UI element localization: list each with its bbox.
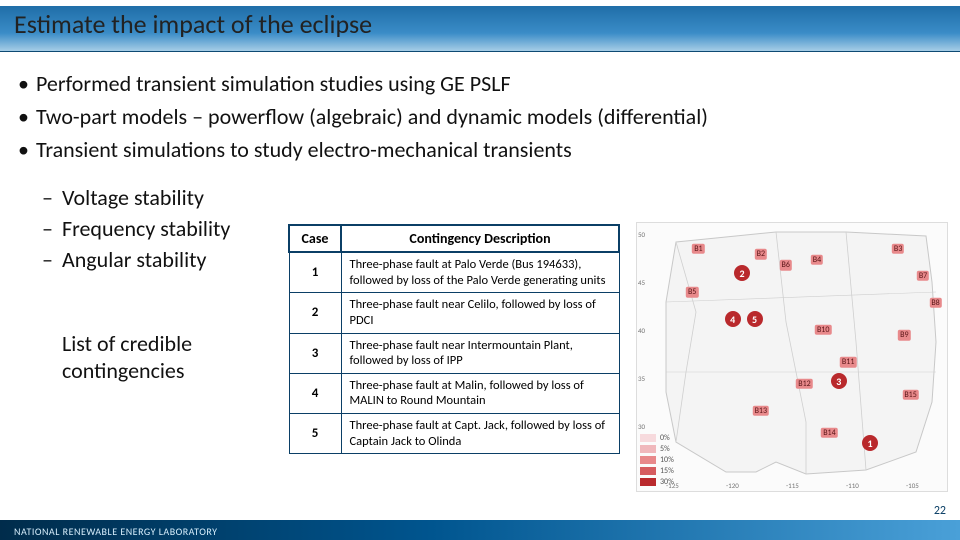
contingency-table: Case Contingency Description 1 Three-pha…	[288, 224, 620, 454]
case-cell: 5	[289, 414, 341, 454]
map-site-label: B3	[892, 244, 904, 254]
table-row: 3 Three-phase fault near Intermountain P…	[289, 333, 619, 373]
legend-label: 5%	[660, 444, 670, 454]
map-site-label: B2	[755, 249, 767, 259]
sub-bullet-list: Voltage stability Frequency stability An…	[42, 184, 230, 277]
map-marker: 3	[831, 373, 847, 389]
case-cell: 1	[289, 252, 341, 293]
footer-text: NATIONAL RENEWABLE ENERGY LABORATORY	[14, 525, 218, 538]
sub-bullet-item: Angular stability	[42, 246, 230, 273]
legend-swatch	[640, 467, 656, 475]
lat-axis-label: 50	[638, 230, 645, 239]
sub-bullet-item: Voltage stability	[42, 184, 230, 211]
bullet-item: Performed transient simulation studies u…	[18, 70, 942, 97]
table-row: 1 Three-phase fault at Palo Verde (Bus 1…	[289, 252, 619, 293]
lon-axis-label: -105	[906, 481, 919, 490]
lat-axis-label: 30	[638, 422, 645, 431]
lon-axis-label: -125	[666, 481, 679, 490]
sub-bullet-item: Frequency stability	[42, 215, 230, 242]
map-site-label: B10	[815, 325, 831, 335]
map-marker: 2	[734, 265, 750, 281]
map-site-label: B14	[821, 427, 837, 437]
legend-swatch	[640, 445, 656, 453]
desc-cell: Three-phase fault at Malin, followed by …	[341, 373, 619, 413]
table-row: 5 Three-phase fault at Capt. Jack, follo…	[289, 414, 619, 454]
legend-label: 10%	[660, 455, 674, 465]
map-site-label: B4	[811, 255, 823, 265]
map-site-label: B12	[796, 379, 812, 389]
contingency-list-label: List of credible contingencies	[62, 330, 242, 384]
lat-axis-label: 35	[638, 374, 645, 383]
map-site-label: B9	[898, 330, 910, 340]
legend-row: 10%	[640, 455, 674, 465]
map-site-label: B7	[917, 271, 929, 281]
case-cell: 3	[289, 333, 341, 373]
lat-axis-label: 40	[638, 326, 645, 335]
col-header-case: Case	[289, 225, 341, 252]
map-site-label: B11	[840, 357, 856, 367]
desc-cell: Three-phase fault near Celilo, followed …	[341, 293, 619, 333]
lon-axis-label: -110	[846, 481, 859, 490]
case-cell: 2	[289, 293, 341, 333]
desc-cell: Three-phase fault at Capt. Jack, followe…	[341, 414, 619, 454]
map-site-label: B13	[753, 406, 769, 416]
desc-cell: Three-phase fault near Intermountain Pla…	[341, 333, 619, 373]
slide-title: Estimate the impact of the eclipse	[14, 8, 372, 40]
legend-row: 0%	[640, 433, 674, 443]
table-row: 4 Three-phase fault at Malin, followed b…	[289, 373, 619, 413]
map-site-label: B6	[780, 260, 792, 270]
lon-axis-label: -115	[786, 481, 799, 490]
main-bullet-list: Performed transient simulation studies u…	[18, 70, 942, 169]
legend-row: 5%	[640, 444, 674, 454]
legend-swatch	[640, 434, 656, 442]
col-header-desc: Contingency Description	[341, 225, 619, 252]
case-cell: 4	[289, 373, 341, 413]
legend-swatch	[640, 478, 656, 486]
map-site-label: B1	[692, 244, 704, 254]
legend-label: 15%	[660, 466, 674, 476]
map-legend: 0%5%10%15%30%	[640, 433, 674, 488]
map-outline-icon	[636, 222, 948, 492]
map-site-label: B8	[929, 298, 941, 308]
map-site-label: B5	[686, 287, 698, 297]
map-site-label: B15	[902, 390, 918, 400]
legend-label: 0%	[660, 433, 670, 443]
map-marker: 1	[862, 435, 878, 451]
table-row: 2 Three-phase fault near Celilo, followe…	[289, 293, 619, 333]
map-figure: 1 2 3 45 B1 B2 B3 B4 B5 B6 B7 B8 B9 B10 B11 B12 B13 B14 B…	[636, 222, 948, 492]
map-marker: 5	[747, 311, 763, 327]
lon-axis-label: -120	[726, 481, 739, 490]
map-marker: 4	[725, 311, 741, 327]
lat-axis-label: 45	[638, 278, 645, 287]
legend-swatch	[640, 456, 656, 464]
bullet-item: Two-part models – powerflow (algebraic) …	[18, 103, 942, 130]
page-number: 22	[934, 504, 946, 518]
desc-cell: Three-phase fault at Palo Verde (Bus 194…	[341, 252, 619, 293]
legend-row: 15%	[640, 466, 674, 476]
bullet-item: Transient simulations to study electro-m…	[18, 136, 942, 163]
